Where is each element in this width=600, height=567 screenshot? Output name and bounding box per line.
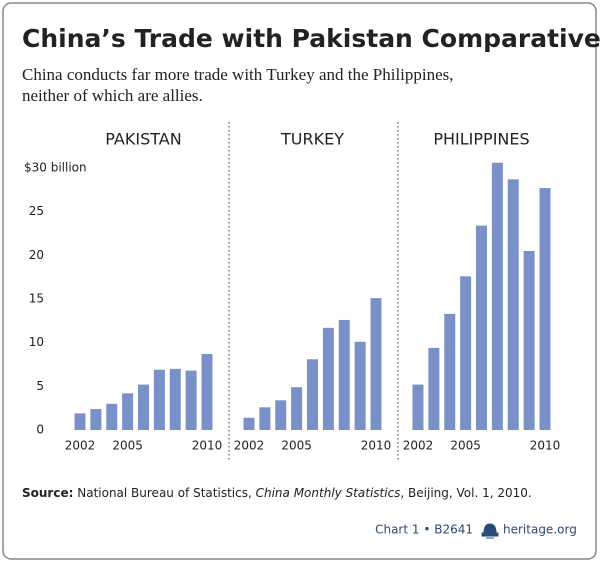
- bar: [74, 413, 86, 430]
- bar: [412, 384, 424, 430]
- x-tick-label: 2002: [234, 439, 265, 453]
- y-tick-label: 15: [29, 292, 44, 306]
- panel-title: PAKISTAN: [105, 130, 181, 149]
- x-tick-label: 2010: [530, 439, 561, 453]
- subtitle: China conducts far more trade with Turke…: [22, 65, 454, 84]
- x-tick-label: 2005: [281, 439, 312, 453]
- bar: [106, 403, 118, 430]
- bar: [322, 327, 334, 430]
- y-tick-label: 25: [29, 204, 44, 218]
- panel-title: TURKEY: [280, 130, 344, 149]
- bar: [338, 319, 350, 430]
- bar: [307, 359, 318, 430]
- bar: [291, 387, 303, 430]
- bar: [153, 369, 165, 430]
- bell-icon: [481, 523, 499, 539]
- source: Source: National Bureau of Statistics, C…: [22, 486, 532, 500]
- bar: [259, 407, 271, 430]
- bar: [169, 368, 181, 430]
- bar: [491, 162, 503, 430]
- bar: [370, 298, 382, 430]
- y-tick-label: 10: [29, 335, 44, 349]
- source-italic: China Monthly Statistics: [256, 486, 401, 500]
- x-tick-label: 2002: [65, 439, 96, 453]
- bar: [428, 347, 440, 430]
- bar: [185, 370, 197, 430]
- source-text: National Bureau of Statistics,: [77, 486, 252, 500]
- panel-title: PHILIPPINES: [433, 130, 529, 149]
- x-tick-label: 2002: [403, 439, 434, 453]
- bar: [122, 393, 134, 430]
- x-tick-label: 2010: [361, 439, 392, 453]
- y-tick-label: 0: [36, 423, 44, 437]
- x-tick-label: 2005: [112, 439, 143, 453]
- bar: [476, 225, 487, 430]
- source-label: Source:: [22, 486, 73, 500]
- bar: [138, 384, 149, 430]
- y-tick-label: $30 billion: [24, 161, 87, 175]
- x-tick-label: 2005: [450, 439, 481, 453]
- bar: [507, 179, 519, 430]
- subtitle: neither of which are allies.: [22, 86, 203, 105]
- bar: [90, 409, 102, 430]
- bar: [523, 250, 535, 430]
- bar: [243, 417, 255, 430]
- brand: heritage.org: [503, 523, 577, 537]
- x-tick-label: 2010: [192, 439, 223, 453]
- bar: [201, 354, 213, 430]
- frame: [2, 2, 597, 560]
- bar: [539, 188, 551, 430]
- bar: [460, 276, 472, 430]
- bar: [354, 341, 366, 430]
- source-end: , Beijing, Vol. 1, 2010.: [400, 486, 531, 500]
- y-tick-label: 20: [29, 248, 44, 262]
- bar: [275, 400, 287, 430]
- y-tick-label: 5: [36, 379, 44, 393]
- chart-title: China’s Trade with Pakistan Comparativel…: [22, 24, 600, 53]
- chart-id: Chart 1 • B2641: [375, 523, 473, 537]
- bar: [444, 313, 456, 430]
